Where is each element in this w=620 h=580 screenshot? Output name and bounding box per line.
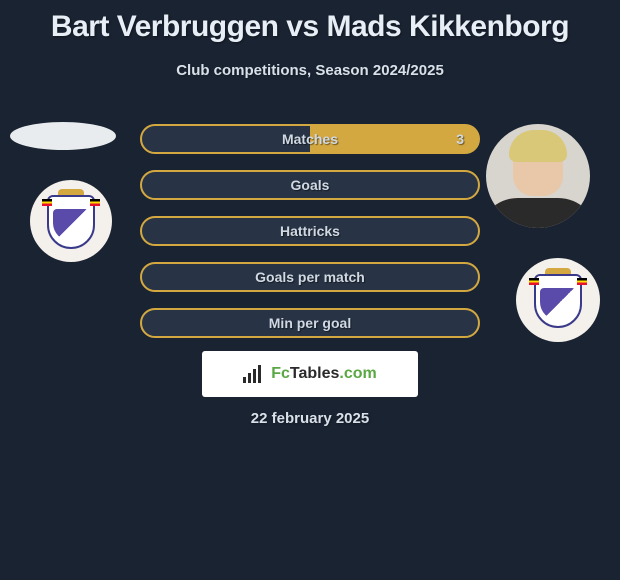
player-right-avatar bbox=[486, 124, 590, 228]
stat-row-min-per-goal: Min per goal bbox=[140, 308, 480, 338]
brand-prefix: Fc bbox=[271, 365, 290, 382]
stats-list: Matches 3 Goals Hattricks Goals per matc… bbox=[140, 124, 480, 354]
brand-suffix: .com bbox=[339, 365, 376, 382]
subtitle: Club competitions, Season 2024/2025 bbox=[0, 62, 620, 79]
date-label: 22 february 2025 bbox=[0, 410, 620, 427]
club-right-badge bbox=[516, 258, 600, 342]
stat-row-goals-per-match: Goals per match bbox=[140, 262, 480, 292]
stat-row-goals: Goals bbox=[140, 170, 480, 200]
anderlecht-crest-icon bbox=[529, 268, 587, 332]
stat-label: Goals per match bbox=[255, 269, 365, 285]
chart-icon bbox=[243, 365, 265, 383]
stat-row-hattricks: Hattricks bbox=[140, 216, 480, 246]
stat-row-matches: Matches 3 bbox=[140, 124, 480, 154]
player-left-avatar bbox=[10, 122, 116, 150]
club-left-badge bbox=[30, 180, 112, 262]
stat-label: Matches bbox=[282, 131, 338, 147]
stat-value-right: 3 bbox=[456, 131, 464, 147]
brand-main: Tables bbox=[290, 365, 340, 382]
stat-label: Hattricks bbox=[280, 223, 340, 239]
brand-badge: FcTables.com bbox=[202, 351, 418, 397]
stat-label: Goals bbox=[291, 177, 330, 193]
stat-label: Min per goal bbox=[269, 315, 351, 331]
anderlecht-crest-icon bbox=[42, 189, 100, 253]
brand-text: FcTables.com bbox=[271, 365, 377, 383]
page-title: Bart Verbruggen vs Mads Kikkenborg bbox=[0, 0, 620, 44]
